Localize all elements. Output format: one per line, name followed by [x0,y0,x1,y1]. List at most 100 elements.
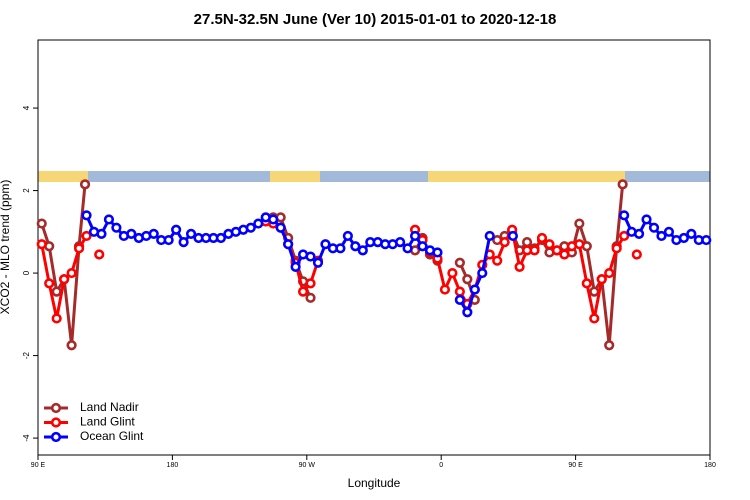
data-point [402,243,413,254]
data-point [633,228,645,239]
data-point [171,224,182,235]
y-tick-label: -4 [22,434,31,442]
data-point [432,247,443,258]
data-point [350,241,361,252]
x-tick-label: 180 [704,462,716,469]
data-point [283,239,294,250]
data-point [111,222,122,233]
land-mask [38,171,710,182]
data-point [96,228,107,239]
data-point [305,278,316,289]
data-point [492,255,503,266]
data-point [574,239,585,250]
data-point [617,179,628,190]
data-point [94,249,105,260]
data-point [611,243,622,254]
series [81,210,712,318]
data-point [275,222,286,233]
data-point [499,237,510,248]
data-point [51,286,62,297]
x-tick-label: 90 E [568,462,583,469]
data-point [663,226,675,237]
x-axis-title: Longitude [348,476,401,490]
land-strip [38,171,88,182]
data-point [447,267,458,279]
y-tick-label: 0 [22,270,31,275]
data-point [215,232,227,244]
data-point [521,237,533,248]
legend-marker [50,402,62,414]
data-point [454,286,465,297]
data-point [290,261,301,272]
data-point [544,239,555,250]
data-point [462,274,473,285]
ocean-strip [38,171,710,182]
data-point [559,249,570,260]
legend-marker [50,417,62,428]
data-point [36,239,47,250]
data-point [631,249,642,260]
data-point [305,251,316,262]
data-point [462,307,473,318]
data-point [574,218,585,229]
data-point [417,241,428,252]
data-point [103,214,115,225]
data-point [320,239,331,250]
data-point [641,214,652,225]
data-point [477,267,488,279]
data-point [163,234,174,246]
data-point [185,228,197,239]
data-point [342,230,353,242]
land-strip [270,171,320,182]
data-point [701,234,712,246]
data-point [551,245,563,256]
y-tick-label: 4 [22,105,31,110]
data-point [59,274,70,285]
data-point [484,230,495,242]
data-point [81,210,92,221]
data-point [596,274,607,285]
data-point [581,278,592,289]
data-point [589,313,600,324]
data-point [79,179,91,190]
data-point [395,237,406,248]
data-point [536,232,548,244]
data-point [297,286,309,297]
data-point [686,228,697,239]
data-point [305,292,316,303]
data-point [126,228,137,239]
y-tick-label: -2 [22,351,31,359]
data-point [678,232,689,244]
x-tick-label: 90 E [31,462,46,469]
legend-label: Ocean Glint [80,429,144,443]
data-point [619,230,630,242]
x-tick-label: 180 [167,462,179,469]
data-point [454,294,465,305]
data-point [439,284,451,295]
data-point [589,286,600,297]
data-point [507,230,518,242]
data-point [469,284,480,295]
data-point [245,222,256,233]
legend-label: Land Nadir [80,400,139,414]
data-point [514,261,525,272]
legend-label: Land Glint [80,415,135,429]
data-point [604,340,615,351]
data-point [44,278,55,289]
chart-title: 27.5N-32.5N June (Ver 10) 2015-01-01 to … [194,11,557,28]
y-axis-title: XCO2 - MLO trend (ppm) [0,180,12,315]
data-point [178,237,189,248]
data-point [335,243,346,254]
data-point [148,228,159,239]
data-point [73,243,85,254]
data-point [81,230,92,242]
data-point [648,222,660,233]
data-point [312,257,324,268]
y-tick-label: 2 [22,188,31,193]
data-point [253,218,264,229]
x-tick-label: 90 W [299,462,316,469]
data-point [36,218,47,229]
